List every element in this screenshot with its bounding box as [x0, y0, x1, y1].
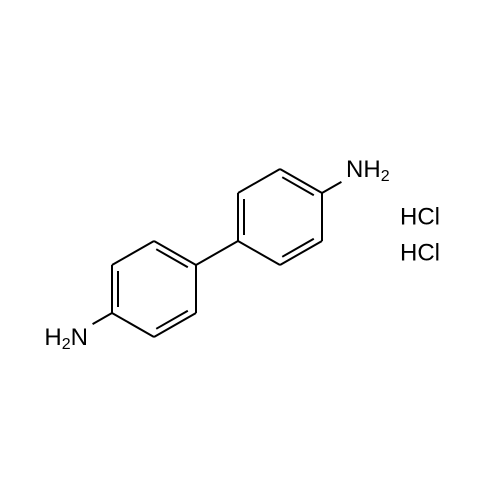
chemical-structure: H2N NH2 HCl HCl: [0, 0, 500, 500]
salt-label-1: HCl: [400, 203, 440, 230]
amine-label-right: NH2: [346, 156, 390, 185]
amine-label-left: H2N: [44, 324, 88, 353]
salt-label-2: HCl: [400, 239, 440, 266]
